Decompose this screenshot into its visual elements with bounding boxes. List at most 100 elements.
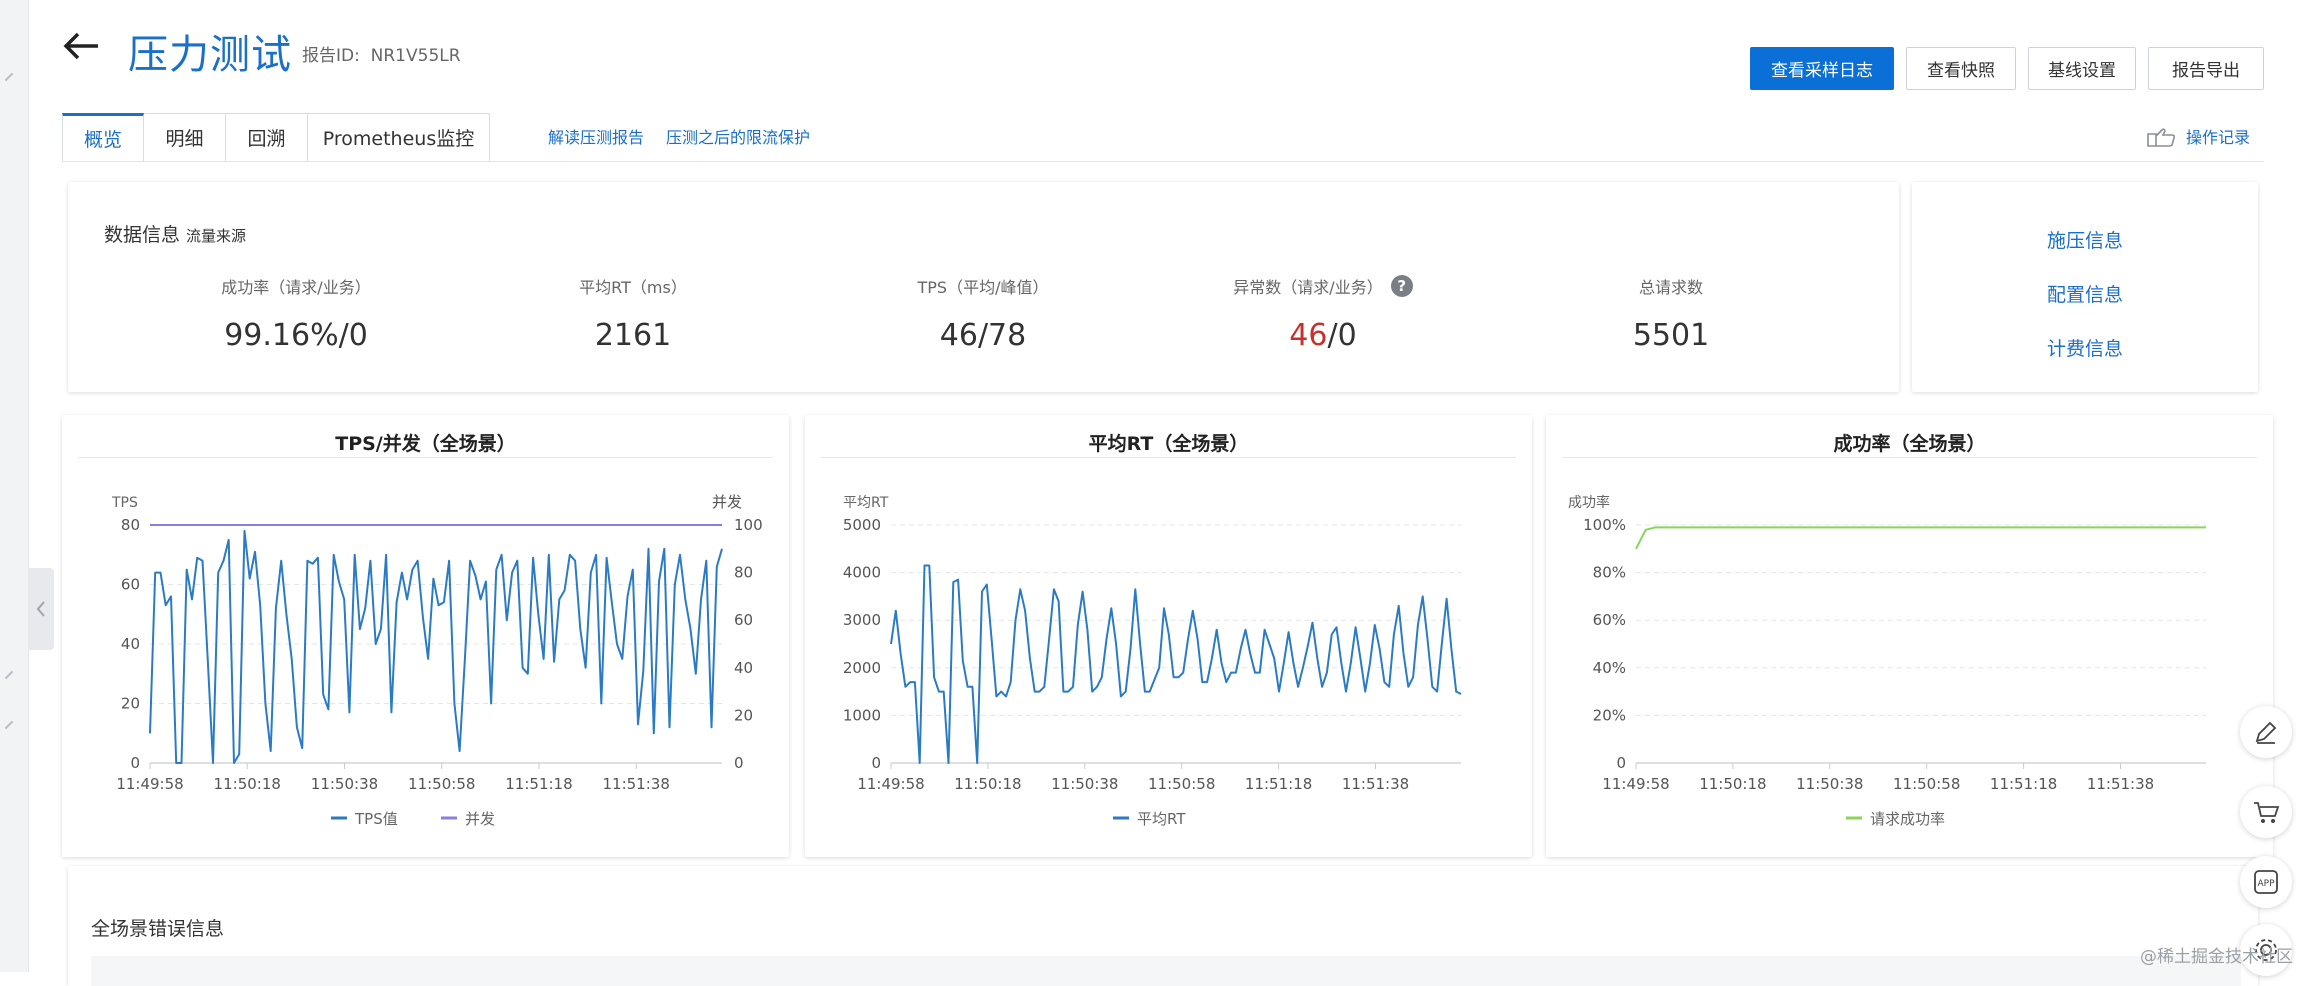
sidebar-collapse-handle[interactable] bbox=[28, 568, 54, 650]
series-line-0 bbox=[149, 529, 723, 764]
chart-title: 平均RT（全场景） bbox=[1088, 433, 1249, 455]
stat-success-rate: 成功率（请求/业务） 99.16%/0 bbox=[146, 274, 446, 353]
y-tick-label: 80% bbox=[1593, 564, 1626, 582]
success-chart: 0 20% 40% 60% 80% 100% 成功率 11:49:58 11:50:18 11:5… bbox=[1568, 494, 2206, 828]
legend-label: TPS值 bbox=[354, 810, 398, 828]
pressure-info-link[interactable]: 施压信息 bbox=[2046, 230, 2123, 252]
x-tick-label: 11:49:58 bbox=[857, 775, 924, 793]
x-tick-label: 11:50:18 bbox=[214, 775, 281, 793]
y-tick-label: 20 bbox=[121, 695, 140, 713]
data-info-title: 数据信息 流量来源 bbox=[104, 220, 246, 247]
legend-label: 请求成功率 bbox=[1870, 810, 1945, 828]
billing-info-link[interactable]: 计费信息 bbox=[2046, 338, 2123, 360]
app-float-button[interactable]: APP bbox=[2240, 856, 2292, 908]
watermark: @稀土掘金技术社区 bbox=[2140, 947, 2293, 967]
x-tick-label: 11:49:58 bbox=[1602, 775, 1669, 793]
stat-label: 成功率（请求/业务） bbox=[221, 278, 371, 297]
stat-avg-rt: 平均RT（ms） 2161 bbox=[483, 274, 783, 353]
tab-detail[interactable]: 明细 bbox=[144, 113, 226, 162]
tab-backtrack[interactable]: 回溯 bbox=[226, 113, 308, 162]
pointing-hand-icon bbox=[2147, 128, 2176, 147]
y2-tick-label: 40 bbox=[734, 659, 753, 677]
y-axis-label: 成功率 bbox=[1568, 494, 1610, 511]
stat-tps: TPS（平均/峰值） 46/78 bbox=[833, 274, 1133, 353]
y-tick-label: 1000 bbox=[843, 706, 881, 724]
x-tick-label: 11:50:18 bbox=[1699, 775, 1766, 793]
pencil-icon bbox=[2255, 721, 2277, 744]
page-title: 压力测试 bbox=[128, 32, 292, 78]
stat-value: 46/0 bbox=[1173, 318, 1473, 353]
stat-total-requests: 总请求数 5501 bbox=[1521, 274, 1821, 353]
x-tick-label: 11:50:58 bbox=[1893, 775, 1960, 793]
rt-chart-card: 平均RT（全场景） 0 1000 2000 3000 4000 5000 平均RT 11:49… bbox=[805, 415, 1532, 857]
report-id-value: NR1V55LR bbox=[370, 46, 461, 66]
legend-label: 平均RT bbox=[1137, 810, 1186, 828]
stat-label: 总请求数 bbox=[1638, 278, 1703, 297]
error-info-card: 全场景错误信息 bbox=[68, 866, 2258, 986]
y-axis-label: 平均RT bbox=[843, 495, 889, 511]
edit-float-button[interactable] bbox=[2240, 706, 2292, 758]
view-sampling-log-button[interactable]: 查看采样日志 bbox=[1750, 47, 1894, 90]
stat-value: 5501 bbox=[1632, 318, 1710, 353]
traffic-source: 流量来源 bbox=[186, 227, 247, 245]
y2-axis-label: 并发 bbox=[712, 493, 742, 511]
stat-value: 99.16%/0 bbox=[224, 318, 368, 353]
cart-float-button[interactable] bbox=[2240, 786, 2292, 838]
y2-tick-label: 60 bbox=[734, 611, 753, 629]
y-tick-label: 100% bbox=[1583, 516, 1626, 534]
x-tick-label: 11:49:58 bbox=[116, 775, 183, 793]
x-tick-label: 11:50:38 bbox=[1796, 775, 1863, 793]
tps-chart-card: TPS/并发（全场景） 0 20 40 60 80 0 20 40 60 80 100 并发 TPS 11… bbox=[62, 415, 789, 857]
y-tick-label: 4000 bbox=[843, 564, 881, 582]
tab-prometheus[interactable]: Prometheus监控 bbox=[308, 113, 490, 162]
x-tick-label: 11:51:38 bbox=[1342, 775, 1409, 793]
y-tick-label: 80 bbox=[121, 516, 140, 534]
y2-tick-label: 20 bbox=[734, 706, 753, 724]
svg-text:APP: APP bbox=[2257, 879, 2275, 889]
y2-tick-label: 80 bbox=[734, 564, 753, 582]
y-tick-label: 60 bbox=[121, 576, 140, 594]
stat-value: 2161 bbox=[594, 318, 672, 353]
config-info-link[interactable]: 配置信息 bbox=[2046, 284, 2123, 306]
y-tick-label: 3000 bbox=[843, 611, 881, 629]
y-tick-label: 40% bbox=[1593, 659, 1626, 677]
x-tick-label: 11:51:18 bbox=[505, 775, 572, 793]
success-chart-card: 成功率（全场景） 0 20% 40% 60% 80% 100% 成功率 11:49:58 11:… bbox=[1546, 415, 2273, 857]
export-report-button[interactable]: 报告导出 bbox=[2148, 47, 2264, 90]
rate-limit-link[interactable]: 压测之后的限流保护 bbox=[666, 128, 811, 147]
help-icon[interactable]: ? bbox=[1390, 275, 1413, 297]
report-id-label: 报告ID: bbox=[302, 46, 360, 66]
stat-label-row: 异常数（请求/业务） ? bbox=[1173, 274, 1473, 298]
cart-icon bbox=[2254, 802, 2280, 823]
stat-label: TPS（平均/峰值） bbox=[917, 278, 1049, 297]
y2-tick-label: 0 bbox=[734, 754, 744, 772]
x-tick-label: 11:51:38 bbox=[2087, 775, 2154, 793]
y-tick-label: 5000 bbox=[843, 516, 881, 534]
report-id: 报告ID: NR1V55LR bbox=[302, 41, 461, 66]
settings-float-button[interactable] bbox=[2240, 924, 2292, 976]
interpret-report-link[interactable]: 解读压测报告 bbox=[548, 128, 645, 147]
app-icon: APP bbox=[2254, 870, 2278, 894]
x-tick-label: 11:50:38 bbox=[311, 775, 378, 793]
baseline-settings-button[interactable]: 基线设置 bbox=[2028, 47, 2136, 90]
x-tick-label: 11:50:18 bbox=[954, 775, 1021, 793]
tps-chart: 0 20 40 60 80 0 20 40 60 80 100 并发 TPS 11:49:58 11:50:… bbox=[111, 493, 763, 828]
y-tick-label: 2000 bbox=[843, 659, 881, 677]
x-tick-label: 11:50:38 bbox=[1051, 775, 1118, 793]
view-snapshot-button[interactable]: 查看快照 bbox=[1906, 47, 2016, 90]
y-tick-label: 0 bbox=[130, 754, 140, 772]
y-tick-label: 0 bbox=[871, 754, 881, 772]
rt-chart: 0 1000 2000 3000 4000 5000 平均RT 11:49:58 11:50:1… bbox=[843, 495, 1462, 828]
chart-title: 成功率（全场景） bbox=[1833, 433, 1986, 455]
chart-title: TPS/并发（全场景） bbox=[335, 433, 516, 455]
stat-label: 平均RT（ms） bbox=[579, 278, 687, 297]
back-button[interactable] bbox=[60, 28, 106, 64]
y-tick-label: 0 bbox=[1616, 754, 1626, 772]
operation-record-label: 操作记录 bbox=[2186, 128, 2251, 147]
y-tick-label: 40 bbox=[121, 635, 140, 653]
operation-record-link[interactable]: 操作记录 bbox=[2146, 124, 2250, 148]
error-table-header bbox=[91, 956, 2241, 986]
stat-label: 异常数（请求/业务） bbox=[1233, 278, 1383, 297]
tab-overview[interactable]: 概览 bbox=[62, 113, 144, 162]
chevron-left-icon bbox=[36, 601, 45, 617]
